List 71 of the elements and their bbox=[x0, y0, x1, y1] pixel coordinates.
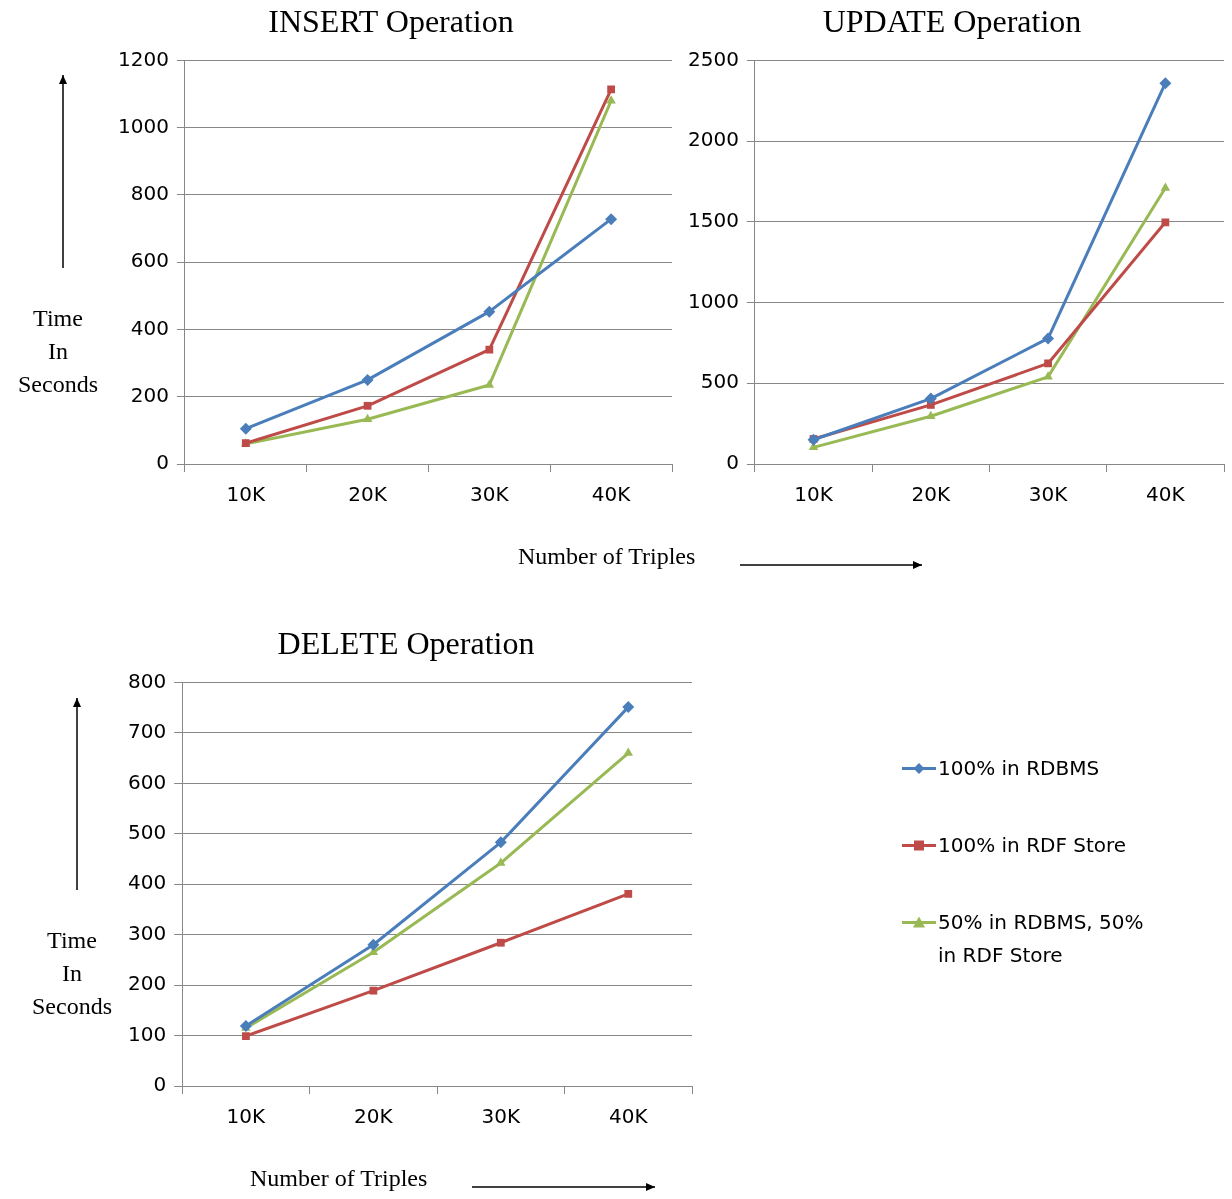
x-tick-label: 40K bbox=[608, 1104, 649, 1129]
point bbox=[1044, 359, 1052, 368]
point bbox=[485, 345, 494, 354]
point bbox=[483, 305, 496, 318]
y-tick-label: 500 bbox=[700, 369, 739, 394]
point bbox=[607, 85, 615, 94]
x-tick-label: 40K bbox=[1146, 482, 1186, 507]
y-tick-label: 700 bbox=[127, 719, 167, 744]
chart-title: INSERT Operation bbox=[268, 2, 514, 39]
point bbox=[1043, 371, 1053, 380]
point bbox=[367, 938, 380, 951]
point bbox=[622, 701, 635, 714]
y-tick-label: 100 bbox=[127, 1021, 167, 1046]
point bbox=[924, 392, 937, 405]
point bbox=[1160, 182, 1171, 191]
y-tick-label: 200 bbox=[130, 382, 169, 407]
point bbox=[623, 747, 634, 756]
point bbox=[362, 413, 373, 423]
chart-title: UPDATE Operation bbox=[822, 2, 1082, 39]
point bbox=[363, 401, 372, 410]
y-tick-label: 2500 bbox=[687, 46, 739, 71]
point bbox=[1159, 77, 1172, 90]
x-tick-label: 10K bbox=[226, 1104, 267, 1129]
y-tick-label: 1000 bbox=[687, 288, 739, 313]
legend-label: 50% in RDBMS, 50% in RDF Store bbox=[938, 909, 1145, 969]
y-tick-label: 2000 bbox=[687, 127, 739, 152]
point bbox=[1161, 218, 1170, 227]
y-tick-label: 200 bbox=[127, 971, 167, 996]
point bbox=[484, 379, 495, 388]
point bbox=[242, 1032, 250, 1040]
point bbox=[239, 422, 252, 435]
y-tick-label: 0 bbox=[726, 450, 739, 475]
x-tick-label: 30K bbox=[1028, 482, 1069, 507]
point bbox=[369, 986, 378, 995]
y-tick-label: 500 bbox=[127, 819, 167, 844]
y-tick-label: 400 bbox=[130, 315, 169, 340]
y-tick-label: 0 bbox=[156, 450, 169, 475]
x-tick-label: 20K bbox=[348, 482, 388, 507]
point bbox=[1042, 332, 1055, 345]
y-tick-label: 300 bbox=[127, 920, 167, 945]
x-tick-label: 40K bbox=[591, 482, 632, 507]
x-axis-title: Number of Triples bbox=[250, 1165, 428, 1192]
x-axis-title: Number of Triples bbox=[518, 543, 696, 570]
x-tick-label: 30K bbox=[481, 1104, 521, 1129]
legend-label: 100% in RDF Store bbox=[938, 832, 1128, 859]
y-tick-label: 800 bbox=[130, 181, 169, 206]
point bbox=[496, 857, 506, 866]
x-tick-label: 20K bbox=[354, 1104, 394, 1129]
x-tick-label: 30K bbox=[470, 482, 510, 507]
y-tick-label: 0 bbox=[153, 1072, 167, 1097]
y-tick-label: 1200 bbox=[117, 46, 169, 71]
point bbox=[926, 410, 936, 419]
y-tick-label: 600 bbox=[130, 248, 169, 273]
legend-label: 100% in RDBMS bbox=[938, 755, 1101, 782]
y-tick-label: 600 bbox=[127, 769, 167, 794]
y-tick-label: 1000 bbox=[117, 113, 169, 138]
point bbox=[624, 889, 633, 898]
point bbox=[496, 938, 505, 947]
point bbox=[361, 373, 374, 386]
chart-title: DELETE Operation bbox=[277, 624, 535, 661]
point bbox=[494, 836, 507, 849]
point bbox=[606, 95, 616, 104]
y-tick-label: 400 bbox=[127, 870, 167, 895]
x-tick-label: 20K bbox=[911, 482, 951, 507]
y-axis-title: Time In Seconds bbox=[17, 304, 99, 399]
y-tick-label: 800 bbox=[127, 668, 167, 693]
x-tick-label: 10K bbox=[794, 482, 834, 507]
y-axis-title: Time In Seconds bbox=[31, 926, 113, 1021]
x-tick-label: 10K bbox=[226, 482, 266, 507]
point bbox=[605, 213, 618, 226]
y-tick-label: 1500 bbox=[687, 208, 739, 233]
